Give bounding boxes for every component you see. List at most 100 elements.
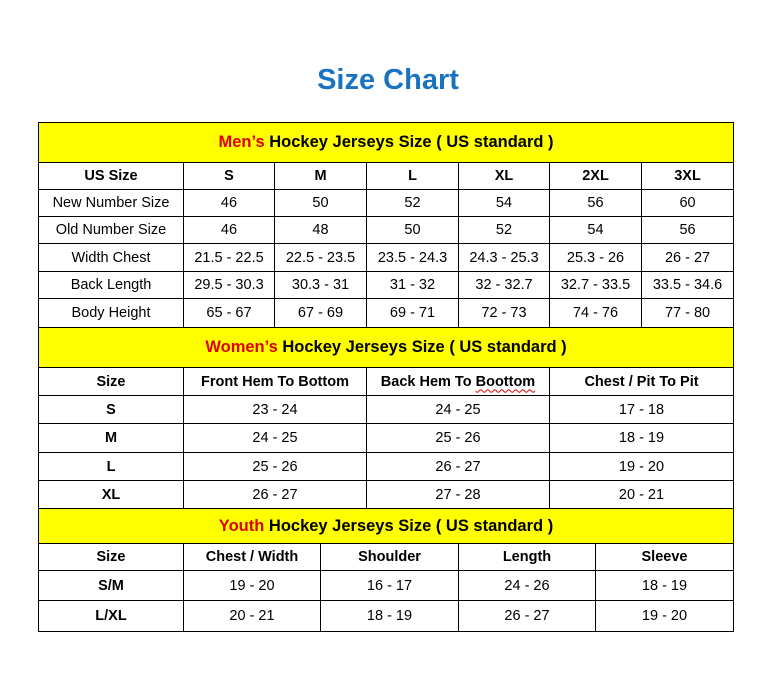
table-cell: 32 - 32.7 — [458, 271, 550, 299]
column-header-label: Length — [502, 549, 552, 565]
column-header-label: US Size — [84, 168, 138, 184]
column-header: Sleeve — [594, 543, 735, 571]
column-header: Length — [458, 543, 596, 571]
youth-size-table: Youth Hockey Jerseys Size ( US standard … — [37, 508, 735, 632]
column-header-label: XL — [494, 168, 514, 184]
table-cell: 21.5 - 22.5 — [183, 243, 275, 272]
column-header: 3XL — [640, 162, 735, 190]
section-title-highlight: Men’s — [218, 133, 265, 151]
section-title: Women’s Hockey Jerseys Size ( US standar… — [37, 327, 735, 368]
table-cell: 26 - 27 — [458, 600, 596, 632]
table-cell: 20 - 21 — [183, 600, 321, 632]
column-header: S — [183, 162, 275, 190]
column-header-label: Size — [96, 549, 126, 565]
table-row: Back Length 29.5 - 30.3 30.3 - 31 31 - 32 32… — [38, 271, 735, 299]
table-row: M 24 - 25 25 - 26 18 - 19 — [38, 423, 735, 453]
table-row: Body Height 65 - 67 67 - 69 69 - 71 72 - 73 7… — [38, 298, 735, 328]
table-cell: 25 - 26 — [183, 452, 367, 481]
table-cell: 31 - 32 — [366, 271, 459, 299]
row-label: L/XL — [38, 600, 184, 632]
column-header: Front Hem To Bottom — [183, 367, 367, 396]
table-row: L 25 - 26 26 - 27 19 - 20 — [38, 452, 735, 481]
column-header-row: US Size S M L XL 2XL 3XL — [38, 162, 735, 190]
column-header-row: Size Chest / Width Shoulder Length Sleeve — [38, 543, 735, 571]
table-cell: 23 - 24 — [183, 395, 367, 424]
column-header-label: Sleeve — [641, 549, 688, 565]
column-header: Back Hem To Boottom — [366, 367, 550, 396]
table-cell: 23.5 - 24.3 — [366, 243, 459, 272]
column-header: L — [366, 162, 459, 190]
table-cell: 46 — [183, 189, 275, 217]
column-header: 2XL — [549, 162, 642, 190]
table-cell: 27 - 28 — [366, 480, 550, 509]
youth-section-header: Youth Hockey Jerseys Size ( US standard … — [37, 508, 735, 544]
men-section-header: Men’s Hockey Jerseys Size ( US standard … — [37, 122, 735, 163]
table-cell: 56 — [640, 216, 735, 244]
column-header: Chest / Width — [183, 543, 321, 571]
table-cell: 18 - 19 — [548, 423, 735, 453]
column-header: M — [274, 162, 367, 190]
section-title-highlight: Youth — [218, 516, 265, 535]
column-header-label: 2XL — [582, 168, 609, 184]
row-label: M — [38, 423, 184, 453]
table-cell: 52 — [458, 216, 550, 244]
table-cell: 29.5 - 30.3 — [183, 271, 275, 299]
column-header-label: Back Hem To Boottom — [381, 374, 535, 390]
table-cell: 46 — [183, 216, 275, 244]
table-cell: 17 - 18 — [548, 395, 735, 424]
table-cell: 50 — [366, 216, 459, 244]
column-header: US Size — [38, 162, 184, 190]
table-row: S/M 19 - 20 16 - 17 24 - 26 18 - 19 — [38, 570, 735, 601]
table-cell: 19 - 20 — [548, 452, 735, 481]
table-cell: 24 - 26 — [458, 570, 596, 601]
womens-size-table: Women’s Hockey Jerseys Size ( US standar… — [37, 327, 735, 509]
page-title: Size Chart — [317, 64, 459, 96]
table-cell: 19 - 20 — [594, 600, 735, 632]
table-cell: 26 - 27 — [366, 452, 550, 481]
section-title-text: Hockey Jerseys Size ( US standard ) — [277, 338, 567, 356]
section-title-highlight: Women’s — [205, 338, 278, 356]
table-cell: 25.3 - 26 — [549, 243, 642, 272]
table-cell: 24 - 25 — [183, 423, 367, 453]
mens-size-table: Men’s Hockey Jerseys Size ( US standard … — [37, 122, 735, 328]
table-row: XL 26 - 27 27 - 28 20 - 21 — [38, 480, 735, 509]
table-cell: 30.3 - 31 — [274, 271, 367, 299]
table-cell: 77 - 80 — [640, 298, 735, 328]
table-row: S 23 - 24 24 - 25 17 - 18 — [38, 395, 735, 424]
table-row: Width Chest 21.5 - 22.5 22.5 - 23.5 23.5 - … — [38, 243, 735, 272]
row-label: L — [38, 452, 184, 481]
column-header: Size — [38, 543, 184, 571]
column-header: Shoulder — [320, 543, 459, 571]
row-label: Body Height — [38, 298, 184, 328]
table-cell: 20 - 21 — [548, 480, 735, 509]
table-cell: 48 — [274, 216, 367, 244]
table-cell: 56 — [549, 189, 642, 217]
table-cell: 25 - 26 — [366, 423, 550, 453]
table-cell: 16 - 17 — [320, 570, 459, 601]
table-row: New Number Size 46 50 52 54 56 60 — [38, 189, 735, 217]
column-header-label: 3XL — [674, 168, 701, 184]
table-cell: 69 - 71 — [366, 298, 459, 328]
column-header-label: S — [224, 168, 234, 184]
column-header-label: M — [314, 168, 327, 184]
table-cell: 52 — [366, 189, 459, 217]
section-title: Youth Hockey Jerseys Size ( US standard … — [37, 508, 735, 544]
women-section-header: Women’s Hockey Jerseys Size ( US standar… — [37, 327, 735, 368]
table-cell: 33.5 - 34.6 — [640, 271, 735, 299]
row-label: Width Chest — [38, 243, 184, 272]
row-label: S — [38, 395, 184, 424]
column-header-label: Shoulder — [358, 549, 421, 565]
column-header-row: Size Front Hem To Bottom Back Hem To Boott… — [38, 367, 735, 396]
table-cell: 74 - 76 — [549, 298, 642, 328]
column-header-label-part: Back Hem To — [380, 373, 476, 390]
column-header-label: Size — [96, 373, 126, 390]
table-cell: 54 — [458, 189, 550, 217]
table-row: Old Number Size 46 48 50 52 54 56 — [38, 216, 735, 244]
table-cell: 32.7 - 33.5 — [549, 271, 642, 299]
table-cell: 18 - 19 — [320, 600, 459, 632]
table-cell: 54 — [549, 216, 642, 244]
column-header-label: Front Hem To Bottom — [201, 373, 349, 390]
table-cell: 22.5 - 23.5 — [274, 243, 367, 272]
column-header-label: Chest / Pit To Pit — [584, 373, 699, 390]
section-title-text: Hockey Jerseys Size ( US standard ) — [264, 133, 554, 151]
